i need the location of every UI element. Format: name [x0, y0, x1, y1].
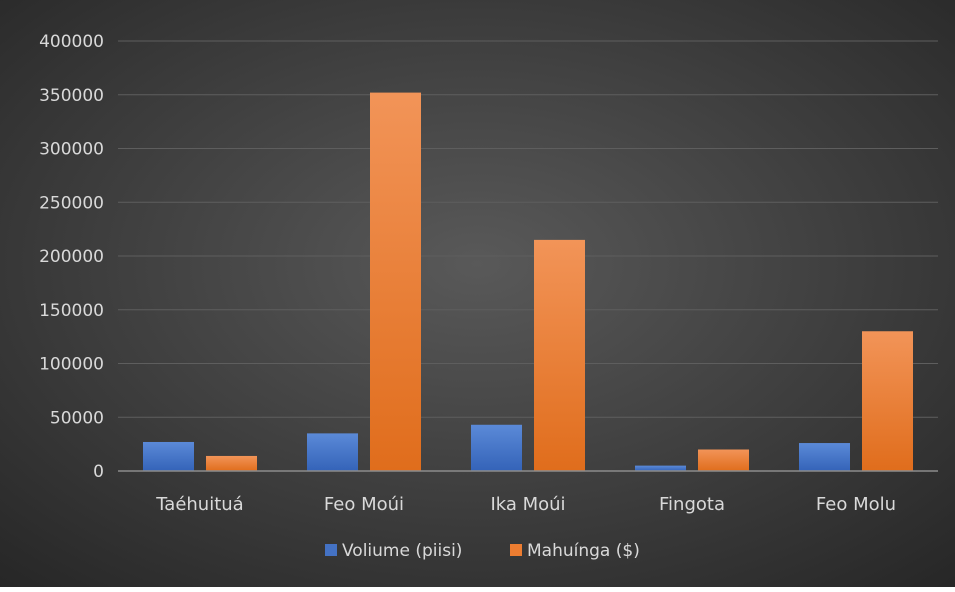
- legend-label-1: Mahuínga ($): [527, 541, 640, 561]
- y-tick-label: 250000: [39, 193, 104, 213]
- y-tick-label: 350000: [39, 86, 104, 106]
- y-axis-ticks: 0 50000 100000 150000 200000 250000 300000 3500…: [39, 32, 104, 482]
- bars: [143, 92, 913, 471]
- y-tick-label: 100000: [39, 355, 104, 375]
- bar-volume-3: [635, 465, 686, 471]
- bar-value-1: [370, 92, 421, 471]
- bar-value-2: [534, 239, 585, 471]
- bar-volume-4: [799, 443, 850, 471]
- x-category-label: Taéhuituá: [155, 494, 243, 515]
- bar-value-0: [206, 455, 257, 471]
- x-category-label: Ika Moúi: [490, 494, 565, 515]
- legend-swatch-0: [325, 544, 337, 556]
- bar-value-4: [862, 331, 913, 471]
- legend-label-0: Voliume (piisi): [342, 541, 462, 561]
- bar-volume-1: [307, 433, 358, 471]
- legend: Voliume (piisi) Mahuínga ($): [325, 541, 640, 561]
- y-tick-label: 50000: [50, 408, 104, 428]
- x-category-label: Fingota: [659, 494, 725, 515]
- y-tick-label: 300000: [39, 140, 104, 160]
- y-tick-label: 150000: [39, 301, 104, 321]
- x-category-label: Feo Moúi: [324, 494, 404, 515]
- bar-volume-2: [471, 424, 522, 471]
- gridlines: [118, 40, 938, 418]
- bar-value-3: [698, 449, 749, 471]
- y-tick-label: 400000: [39, 32, 104, 52]
- y-tick-label: 200000: [39, 247, 104, 267]
- bar-volume-0: [143, 441, 194, 471]
- x-category-label: Feo Molu: [816, 494, 896, 515]
- x-axis-labels: Taéhuituá Feo Moúi Ika Moúi Fingota Feo Molu: [155, 494, 896, 515]
- y-tick-label: 0: [93, 462, 104, 482]
- legend-swatch-1: [510, 544, 522, 556]
